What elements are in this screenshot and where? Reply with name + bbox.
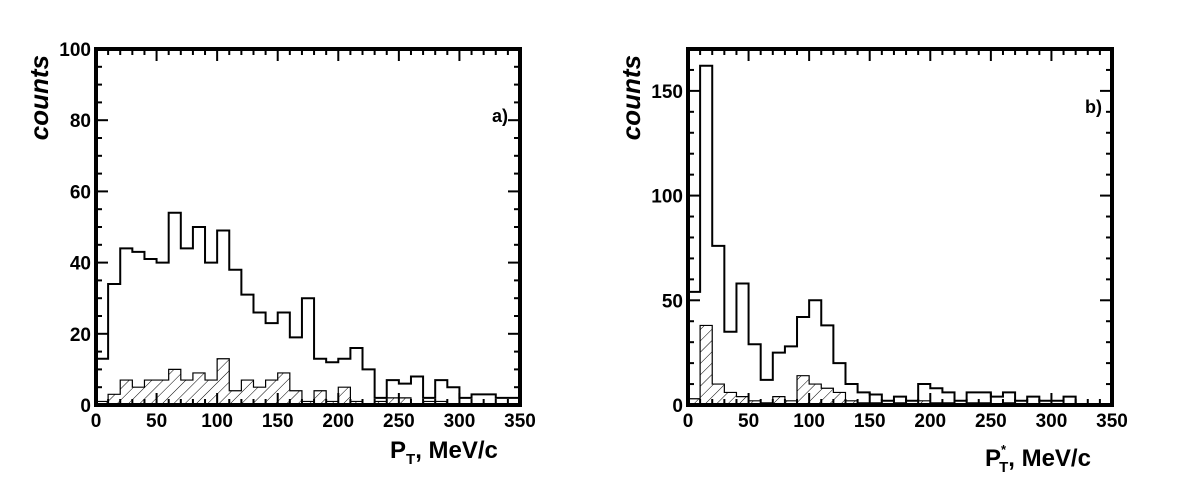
y-axis-label: counts — [616, 55, 646, 140]
x-tick-label: 150 — [854, 411, 886, 432]
x-tick-label: 0 — [91, 411, 102, 432]
open-histogram-series — [687, 64, 1112, 406]
panel-annotation: a) — [492, 106, 508, 126]
panel-annotation: b) — [1085, 97, 1102, 117]
x-tick-label: 50 — [738, 411, 759, 432]
x-tick-label: 150 — [262, 411, 294, 432]
x-tick-label: 300 — [1036, 411, 1068, 432]
hatched-histogram-series — [687, 324, 1112, 406]
y-tick-label: 80 — [70, 111, 91, 132]
x-tick-label: 200 — [322, 411, 354, 432]
hatched-histogram-series — [95, 358, 520, 406]
panel-a: 0 50 100 150 200 250 300 350020406080100countsP… — [24, 40, 536, 468]
x-tick-label: 200 — [914, 411, 946, 432]
y-tick-label: 40 — [70, 254, 91, 275]
x-tick-label: 350 — [1096, 411, 1128, 432]
open-histogram-series — [95, 211, 521, 405]
plot-frame — [94, 47, 522, 407]
y-tick-label: 20 — [70, 325, 91, 346]
x-tick-label: 50 — [146, 411, 167, 432]
x-axis-label: P* T, MeV/c — [985, 442, 1091, 476]
x-tick-label: 0 — [683, 411, 694, 432]
y-tick-label: 100 — [651, 187, 683, 208]
y-tick-label: 100 — [59, 40, 91, 61]
x-tick-label: 250 — [383, 411, 415, 432]
x-tick-label: 300 — [444, 411, 476, 432]
x-tick-label: 100 — [201, 411, 233, 432]
y-tick-label: 0 — [672, 396, 683, 417]
plot-frame — [686, 47, 1114, 407]
x-tick-label: 350 — [504, 411, 536, 432]
y-axis-label: counts — [24, 55, 54, 140]
y-tick-label: 50 — [662, 291, 683, 312]
y-tick-label: 0 — [80, 396, 91, 417]
y-tick-label: 150 — [651, 82, 683, 103]
y-tick-label: 60 — [70, 182, 91, 203]
x-tick-label: 100 — [793, 411, 825, 432]
x-axis-label: PT, MeV/c — [390, 437, 498, 468]
x-tick-label: 250 — [975, 411, 1007, 432]
